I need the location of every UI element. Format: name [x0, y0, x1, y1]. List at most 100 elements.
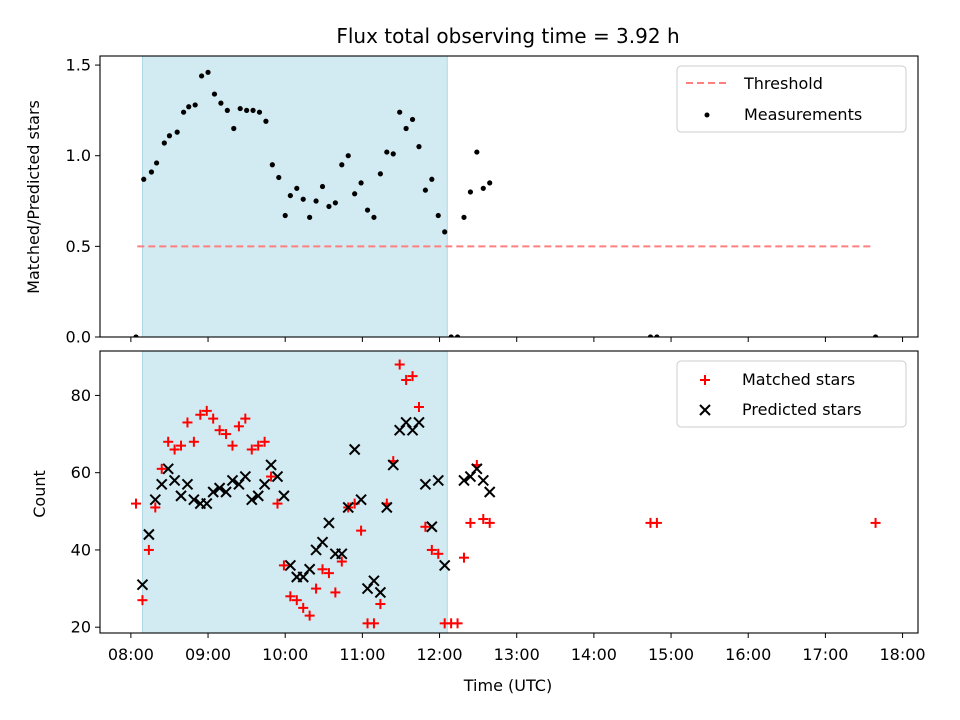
measurement-point — [487, 180, 493, 186]
matched-stars-point — [240, 413, 251, 424]
measurement-point — [358, 180, 364, 186]
matched-stars-point — [330, 587, 341, 598]
predicted-stars-point — [374, 586, 387, 599]
chart-title: Flux total observing time = 3.92 h — [336, 24, 679, 48]
measurement-point — [403, 125, 409, 132]
measurement-point — [186, 104, 192, 110]
predicted-stars-point — [323, 517, 335, 529]
predicted-stars-point — [484, 486, 496, 498]
measurement-point — [205, 69, 211, 75]
measurement-point — [454, 334, 461, 337]
matched-stars-point — [182, 417, 193, 428]
x-tick-label: 16:00 — [725, 645, 771, 664]
ratio-legend-box — [676, 65, 907, 133]
matched-stars-point — [356, 525, 367, 536]
legend-measurements-swatch — [704, 112, 710, 118]
measurement-point — [287, 192, 293, 199]
measurement-point — [244, 107, 250, 113]
predicted-stars-point — [149, 494, 162, 506]
measurement-point — [133, 334, 139, 337]
measurement-point — [377, 171, 383, 177]
matched-stars-point — [413, 402, 424, 413]
predicted-stars-point — [284, 559, 297, 572]
predicted-stars-point — [387, 459, 399, 471]
count-legend: Matched stars Predicted stars — [676, 360, 907, 428]
ratio-observing-span — [141, 56, 448, 337]
predicted-stars-point — [477, 474, 489, 487]
matched-stars-point — [169, 444, 180, 455]
measurement-point — [326, 203, 332, 210]
count-panel: 20 40 60 80 08:00 09:00 10:00 11:00 12:00 13:00 1… — [30, 350, 926, 695]
ratio-legend: Threshold Measurements — [676, 65, 907, 133]
measurement-point — [872, 334, 879, 337]
predicted-stars-point — [207, 486, 219, 498]
measurement-point — [397, 109, 403, 115]
x-tick-label: 10:00 — [262, 645, 308, 664]
matched-stars-point — [452, 618, 463, 629]
predicted-stars-point — [316, 536, 329, 548]
measurement-point — [276, 174, 282, 181]
measurement-point — [250, 107, 256, 113]
matched-stars-point — [195, 409, 206, 420]
measurement-point — [448, 334, 454, 337]
count-y-tick-label: 40 — [71, 540, 91, 559]
measurement-point — [654, 334, 660, 337]
predicted-stars-point — [458, 474, 470, 487]
predicted-stars-point — [413, 416, 425, 429]
count-y-axis-label: Count — [30, 470, 49, 518]
measurement-point — [199, 73, 205, 79]
ratio-panel: 0.0 0.5 1.0 1.5 Matched/Predicted stars Thr… — [24, 55, 919, 347]
measurement-point — [282, 212, 288, 219]
measurement-point — [345, 153, 351, 159]
x-tick-label: 12:00 — [416, 645, 462, 664]
x-tick-label: 13:00 — [494, 645, 540, 664]
ratio-y-tick-label: 1.0 — [66, 146, 91, 165]
matched-stars-point — [150, 502, 161, 513]
predicted-stars-point — [355, 494, 367, 506]
legend-matched-swatch — [700, 375, 710, 385]
matched-stars-point — [285, 591, 296, 602]
measurement-point — [313, 198, 319, 204]
matched-stars-point — [233, 421, 244, 432]
measurement-point — [467, 189, 474, 195]
x-tick-label: 14:00 — [571, 645, 617, 664]
measurement-point — [384, 149, 390, 155]
measurement-point — [181, 109, 187, 115]
predicted-stars-point — [426, 521, 438, 533]
measurement-point — [647, 334, 654, 337]
predicted-stars-point — [336, 548, 348, 560]
predicted-stars-point — [303, 563, 316, 575]
predicted-stars-point — [471, 463, 483, 475]
measurement-point — [256, 109, 263, 115]
matched-stars-point — [137, 595, 148, 606]
matched-stars-point — [401, 374, 412, 385]
x-tick-label: 15:00 — [648, 645, 694, 664]
count-panel-frame — [99, 350, 919, 634]
matched-stars-point — [478, 514, 489, 525]
x-tick-label: 08:00 — [108, 645, 154, 664]
matched-stars-point — [433, 548, 444, 559]
measurement-point — [474, 149, 480, 155]
measurement-point — [148, 169, 155, 175]
matched-stars-point — [156, 463, 167, 474]
predicted-stars-point — [181, 478, 194, 490]
predicted-stars-point — [226, 474, 239, 487]
predicted-stars-point — [381, 501, 393, 514]
predicted-stars-point — [348, 443, 361, 456]
legend-threshold-label: Threshold — [743, 74, 823, 93]
x-tick-label: 17:00 — [802, 645, 848, 664]
count-legend-box — [676, 360, 907, 428]
matched-stars-point — [484, 517, 495, 528]
measurement-point — [307, 214, 313, 220]
predicted-stars-point — [432, 474, 444, 487]
ratio-y-tick-label: 0.5 — [66, 237, 91, 256]
measurement-point — [166, 133, 173, 139]
matched-stars-point — [227, 440, 238, 451]
predicted-stars-point — [168, 474, 181, 487]
count-y-tick-label: 80 — [71, 386, 91, 405]
count-y-tick-label: 20 — [71, 618, 91, 637]
predicted-stars-point — [220, 486, 232, 498]
legend-predicted-label: Predicted stars — [742, 400, 862, 419]
legend-predicted-swatch — [699, 404, 711, 416]
matched-stars-point — [407, 371, 418, 382]
